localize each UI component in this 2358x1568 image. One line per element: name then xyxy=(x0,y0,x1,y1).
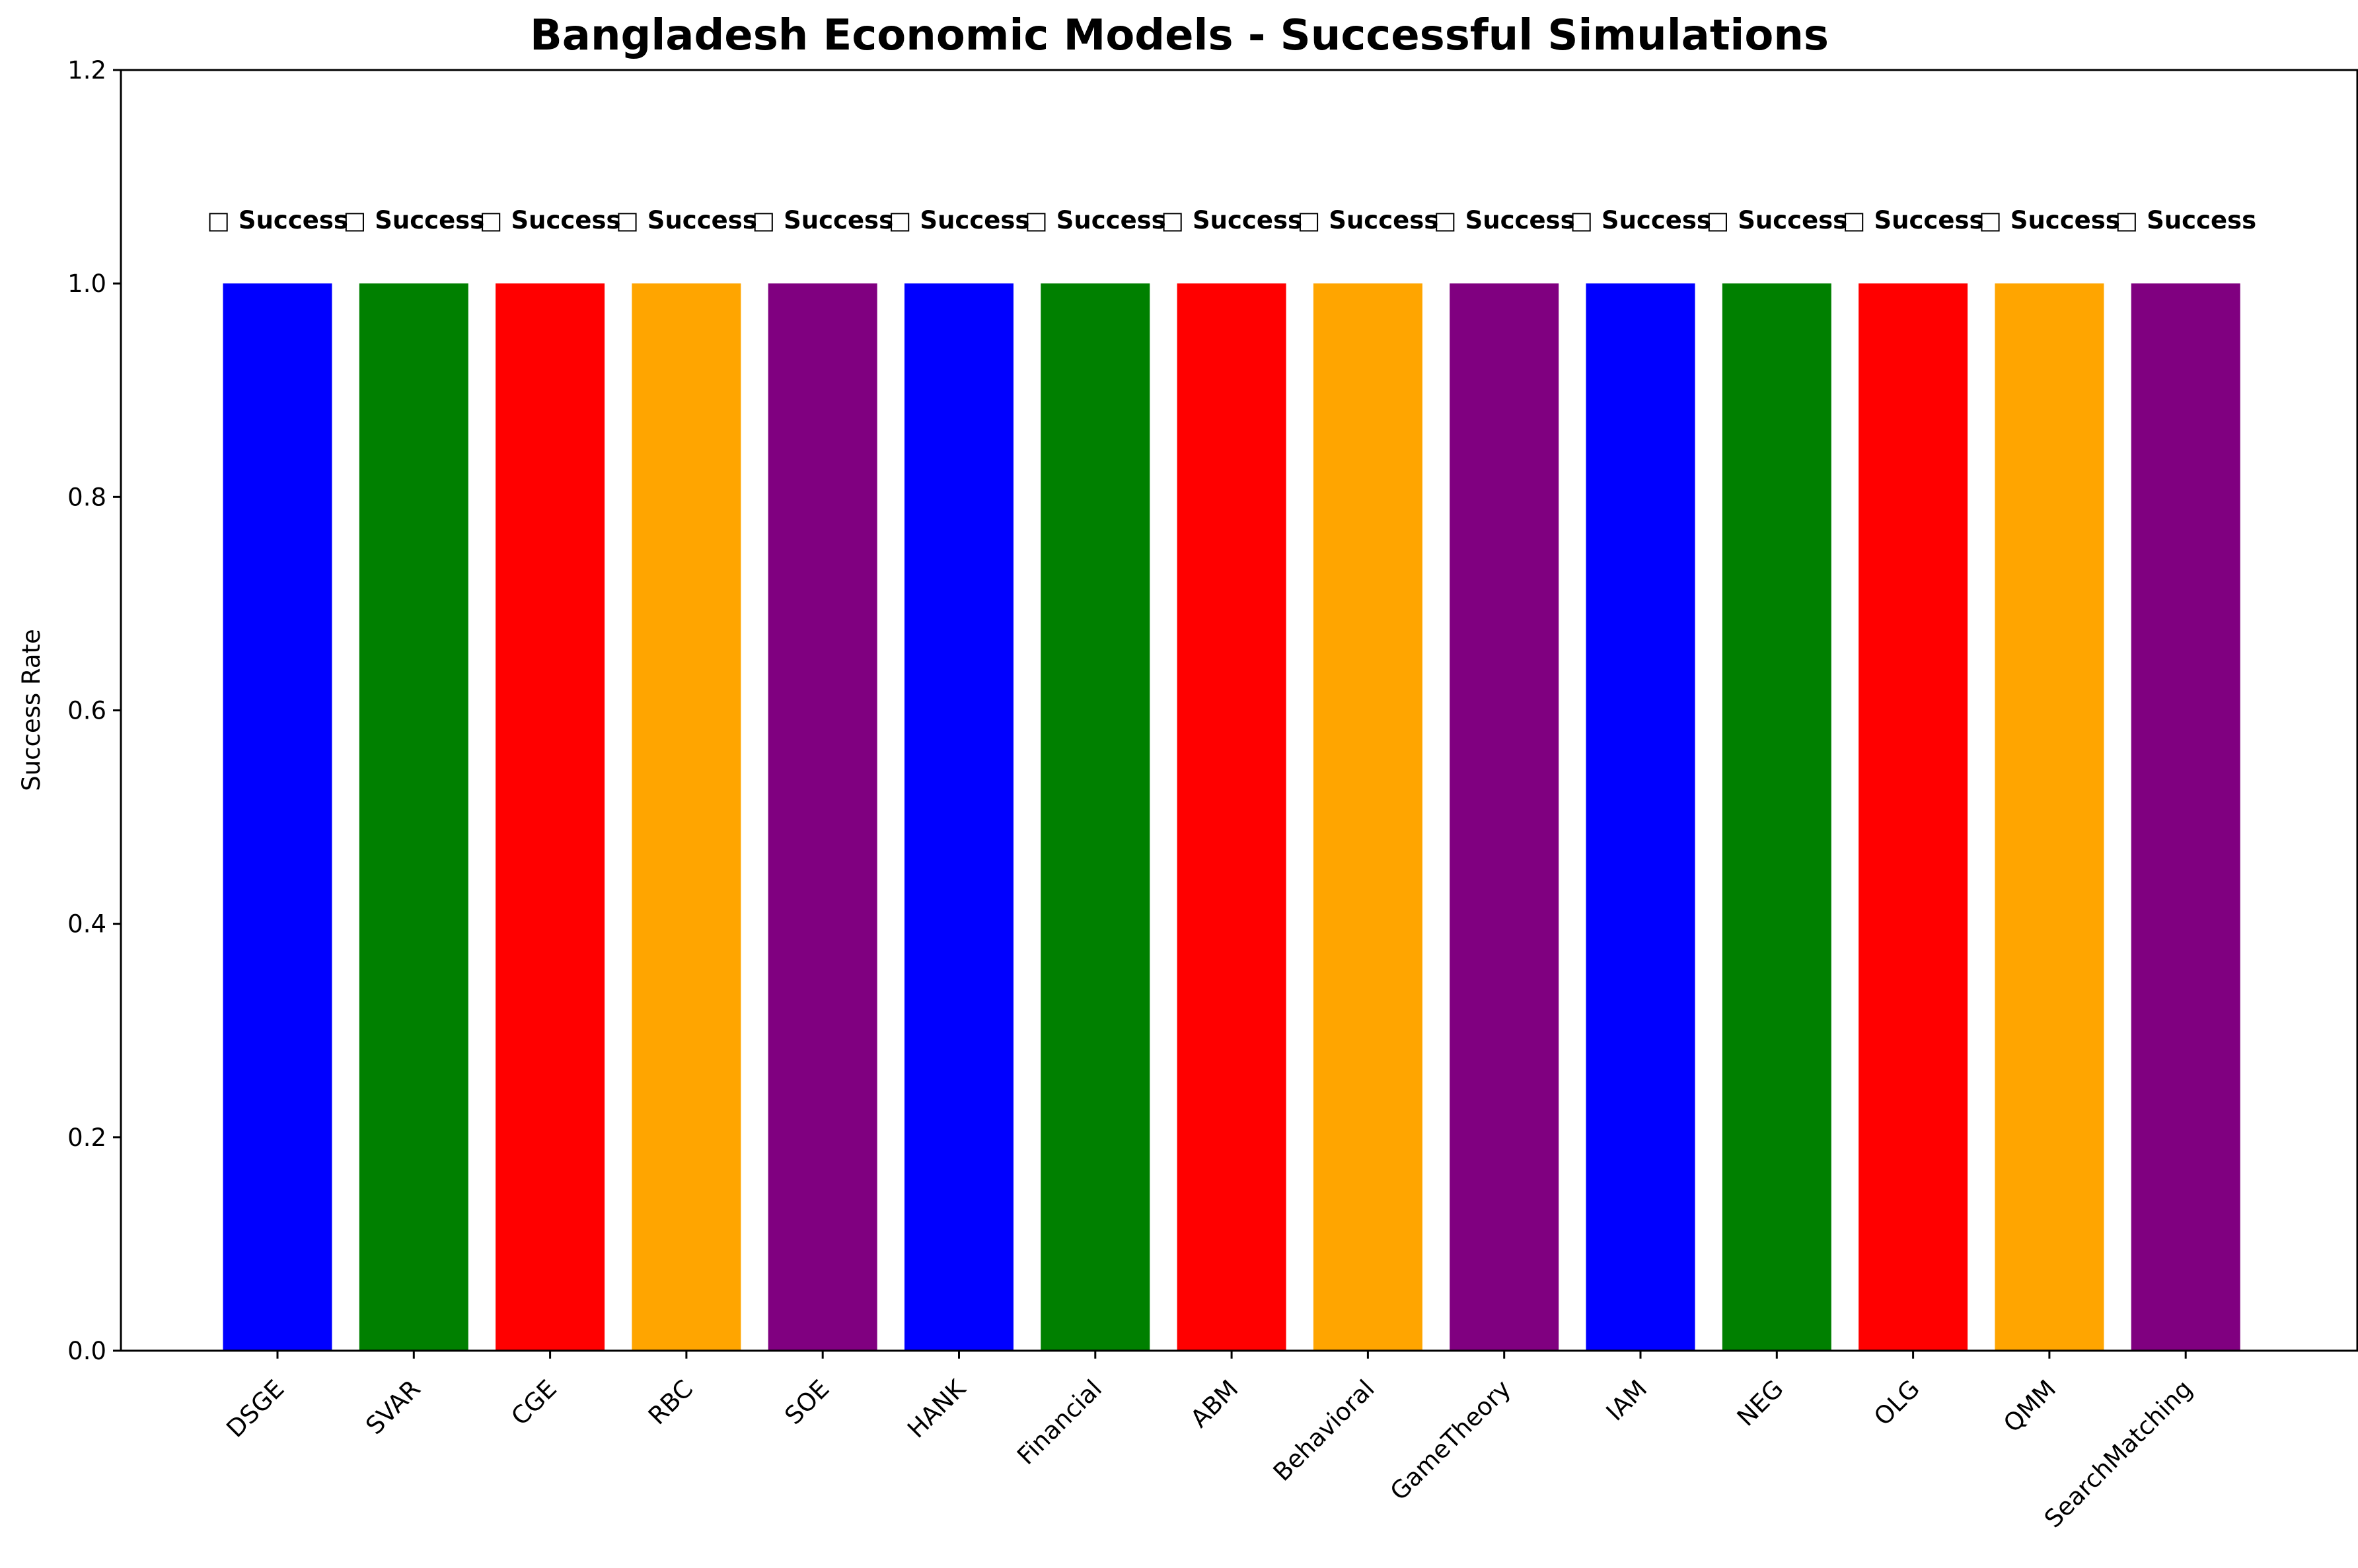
bar-data-label: □ Success xyxy=(1434,206,1575,234)
y-tick-label: 1.2 xyxy=(67,56,106,85)
bar-data-label: □ Success xyxy=(752,206,893,234)
bar-qmm xyxy=(1995,283,2104,1351)
bar-data-label: □ Success xyxy=(1570,206,1711,234)
bar-data-label: □ Success xyxy=(616,206,757,234)
bar-dsge xyxy=(223,283,332,1351)
y-tick-label: 0.6 xyxy=(67,697,106,725)
plot-frame xyxy=(120,69,2358,1352)
bar-rbc xyxy=(632,283,741,1351)
bar-olg xyxy=(1859,283,1968,1351)
bars-layer xyxy=(223,283,2240,1351)
bar-data-label: □ Success xyxy=(1979,206,2120,234)
y-axis-label: Success Rate xyxy=(17,629,46,791)
chart-title: Bangladesh Economic Models - Successful … xyxy=(530,11,1829,60)
bar-behavioral xyxy=(1313,283,1422,1351)
bar-data-label: □ Success xyxy=(343,206,484,234)
bar-data-label: □ Success xyxy=(1297,206,1438,234)
bar-data-label: □ Success xyxy=(1706,206,1847,234)
bar-data-label: □ Success xyxy=(1161,206,1302,234)
bar-data-label: □ Success xyxy=(1025,206,1166,234)
y-axis-ticks: 0.0 0.2 0.4 0.6 0.8 1.0 1.2 xyxy=(67,56,121,1365)
y-tick-label: 1.0 xyxy=(67,269,106,298)
bar-neg xyxy=(1722,283,1831,1351)
bar-data-label: □ Success xyxy=(2115,206,2256,234)
bar-data-label: □ Success xyxy=(889,206,1030,234)
bar-cge xyxy=(496,283,605,1351)
bar-data-label: □ Success xyxy=(207,206,348,234)
bar-labels-layer: □ Success□ Success□ Success□ Success□ Su… xyxy=(207,206,2256,234)
y-tick-label: 0.4 xyxy=(67,910,106,939)
bar-svar xyxy=(359,283,468,1351)
bar-data-label: □ Success xyxy=(1843,206,1984,234)
bar-gametheory xyxy=(1450,283,1559,1351)
y-tick-label: 0.8 xyxy=(67,483,106,511)
bar-abm xyxy=(1177,283,1286,1351)
bar-financial xyxy=(1041,283,1150,1351)
y-tick-label: 0.0 xyxy=(67,1337,106,1365)
bar-hank xyxy=(904,283,1013,1351)
bar-searchmatching xyxy=(2131,283,2240,1351)
bar-data-label: □ Success xyxy=(480,206,621,234)
bar-iam xyxy=(1586,283,1695,1351)
bar-soe xyxy=(768,283,877,1351)
y-tick-label: 0.2 xyxy=(67,1123,106,1152)
